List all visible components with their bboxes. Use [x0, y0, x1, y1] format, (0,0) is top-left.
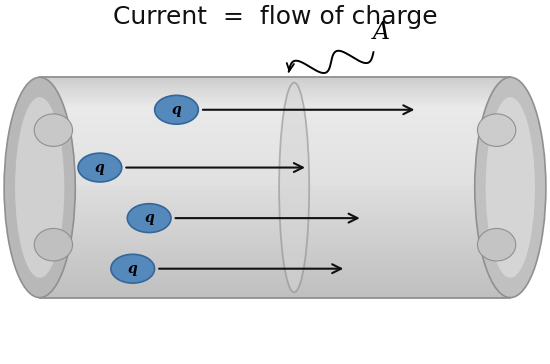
- Ellipse shape: [78, 153, 122, 182]
- Bar: [40, 193, 510, 196]
- Bar: [40, 94, 510, 96]
- Ellipse shape: [34, 229, 73, 261]
- Bar: [40, 256, 510, 259]
- Bar: [40, 135, 510, 138]
- Bar: [40, 115, 510, 119]
- Bar: [40, 201, 510, 204]
- Bar: [40, 272, 510, 276]
- Bar: [40, 203, 510, 207]
- Bar: [40, 261, 510, 265]
- Bar: [40, 165, 510, 168]
- Bar: [40, 267, 510, 270]
- Bar: [40, 294, 510, 298]
- Bar: [40, 289, 510, 292]
- Bar: [40, 278, 510, 281]
- Bar: [40, 217, 510, 221]
- Bar: [40, 77, 510, 80]
- Ellipse shape: [475, 77, 546, 298]
- Bar: [40, 118, 510, 121]
- Bar: [40, 242, 510, 245]
- Ellipse shape: [477, 114, 516, 146]
- Ellipse shape: [127, 204, 171, 233]
- Bar: [40, 132, 510, 135]
- Bar: [40, 140, 510, 143]
- Bar: [40, 151, 510, 154]
- Bar: [40, 250, 510, 253]
- Bar: [40, 173, 510, 177]
- Bar: [40, 228, 510, 232]
- Bar: [40, 113, 510, 116]
- Bar: [40, 162, 510, 165]
- Bar: [40, 102, 510, 105]
- Bar: [40, 237, 510, 240]
- Bar: [40, 270, 510, 273]
- Bar: [40, 85, 510, 88]
- Bar: [40, 245, 510, 248]
- Bar: [40, 286, 510, 289]
- Ellipse shape: [279, 83, 309, 292]
- Bar: [40, 215, 510, 218]
- Bar: [40, 154, 510, 157]
- Bar: [40, 179, 510, 182]
- Bar: [40, 88, 510, 91]
- Text: q: q: [128, 262, 138, 276]
- Bar: [40, 159, 510, 163]
- Bar: [40, 223, 510, 226]
- Text: A: A: [373, 21, 390, 44]
- Bar: [40, 168, 510, 171]
- Bar: [40, 91, 510, 94]
- Bar: [40, 104, 510, 107]
- Bar: [40, 259, 510, 262]
- Bar: [40, 212, 510, 215]
- Bar: [40, 187, 510, 190]
- Bar: [40, 129, 510, 132]
- Bar: [40, 198, 510, 201]
- Bar: [40, 231, 510, 234]
- Bar: [40, 176, 510, 179]
- Bar: [40, 82, 510, 86]
- Text: Current  =  flow of charge: Current = flow of charge: [113, 5, 437, 29]
- Bar: [40, 138, 510, 141]
- Bar: [40, 284, 510, 286]
- Bar: [40, 182, 510, 185]
- Bar: [40, 143, 510, 146]
- Bar: [40, 226, 510, 229]
- Bar: [40, 96, 510, 99]
- Bar: [40, 184, 510, 187]
- Bar: [40, 121, 510, 124]
- Bar: [40, 281, 510, 284]
- Bar: [40, 209, 510, 212]
- Bar: [40, 234, 510, 237]
- Text: q: q: [172, 103, 182, 117]
- Bar: [40, 275, 510, 278]
- Text: q: q: [95, 161, 104, 175]
- Bar: [40, 248, 510, 251]
- Bar: [40, 126, 510, 130]
- Ellipse shape: [4, 77, 75, 298]
- Bar: [40, 124, 510, 127]
- Bar: [40, 110, 510, 113]
- Bar: [40, 220, 510, 223]
- Bar: [40, 146, 510, 149]
- Bar: [40, 240, 510, 242]
- Bar: [40, 107, 510, 110]
- Ellipse shape: [486, 97, 535, 278]
- Ellipse shape: [111, 254, 155, 283]
- Ellipse shape: [34, 114, 73, 146]
- Bar: [40, 253, 510, 256]
- Ellipse shape: [15, 97, 64, 278]
- Bar: [40, 99, 510, 102]
- Bar: [40, 292, 510, 295]
- Bar: [40, 190, 510, 193]
- Bar: [40, 206, 510, 209]
- Bar: [40, 195, 510, 198]
- Bar: [40, 149, 510, 152]
- Bar: [40, 80, 510, 83]
- Bar: [40, 157, 510, 160]
- Ellipse shape: [477, 229, 516, 261]
- Text: q: q: [144, 211, 154, 225]
- Ellipse shape: [155, 95, 199, 124]
- Bar: [40, 264, 510, 267]
- Bar: [40, 170, 510, 174]
